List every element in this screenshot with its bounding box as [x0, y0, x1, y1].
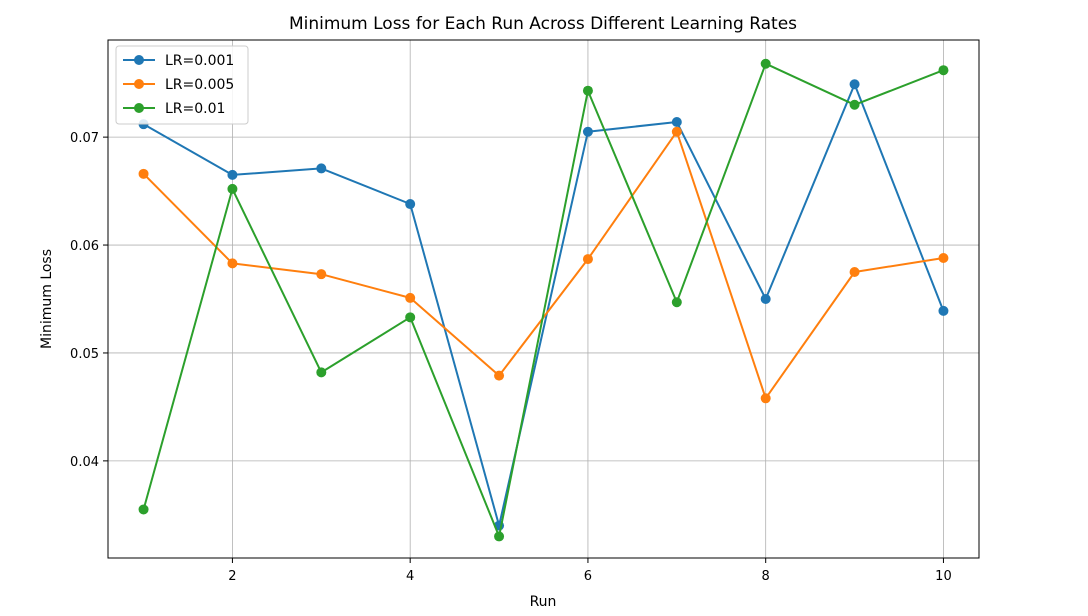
data-point [494, 531, 505, 542]
data-point [760, 393, 771, 404]
legend-swatch-marker [134, 103, 144, 113]
data-point [582, 254, 593, 265]
data-point [227, 169, 238, 180]
series-line [143, 83, 945, 527]
plot-area-frame [107, 39, 980, 559]
legend-box [115, 45, 249, 125]
data-point [938, 252, 949, 263]
x-tick-label: 6 [584, 569, 592, 584]
data-point [760, 58, 771, 69]
data-point [405, 199, 416, 210]
data-point [849, 267, 860, 278]
y-tick-label: 0.04 [70, 455, 99, 470]
series-line [142, 62, 944, 538]
x-axis-label: Run [530, 594, 557, 610]
axis-ticks: 2 4 6 8 10 0.04 0.05 0.06 0.07 [70, 131, 952, 584]
series-3 [138, 58, 949, 542]
x-tick-label: 8 [762, 569, 770, 584]
data-point [938, 65, 949, 76]
legend-swatch-marker [134, 79, 144, 89]
y-tick-label: 0.05 [70, 347, 99, 362]
legend-label: LR=0.01 [165, 101, 225, 117]
data-point [760, 294, 771, 304]
data-point [405, 292, 416, 303]
data-point [671, 297, 682, 308]
legend-swatch-marker [134, 55, 144, 65]
data-point [138, 168, 149, 179]
data-point [316, 269, 327, 280]
data-point [671, 117, 682, 128]
data-point [849, 99, 860, 110]
legend: LR=0.001 LR=0.005 LR=0.01 [115, 45, 249, 125]
x-tick-label: 10 [935, 569, 952, 584]
x-tick-label: 2 [228, 569, 236, 584]
chart-title: Minimum Loss for Each Run Across Differe… [289, 14, 797, 34]
data-point [316, 163, 327, 174]
data-point [582, 126, 593, 137]
legend-label: LR=0.005 [165, 77, 234, 93]
data-point [494, 370, 505, 381]
data-point [849, 79, 860, 90]
y-axis-label: Minimum Loss [39, 249, 55, 349]
data-point [227, 258, 238, 269]
x-tick-label: 4 [406, 569, 414, 584]
data-point [227, 183, 238, 194]
data-point [316, 367, 327, 378]
data-point [938, 305, 949, 316]
y-tick-label: 0.06 [70, 239, 99, 254]
y-tick-label: 0.07 [70, 131, 99, 146]
legend-label: LR=0.001 [165, 53, 234, 69]
series-group [138, 58, 949, 542]
data-point [582, 85, 593, 96]
data-point [138, 504, 149, 515]
data-point [405, 312, 416, 323]
data-point [671, 126, 682, 137]
